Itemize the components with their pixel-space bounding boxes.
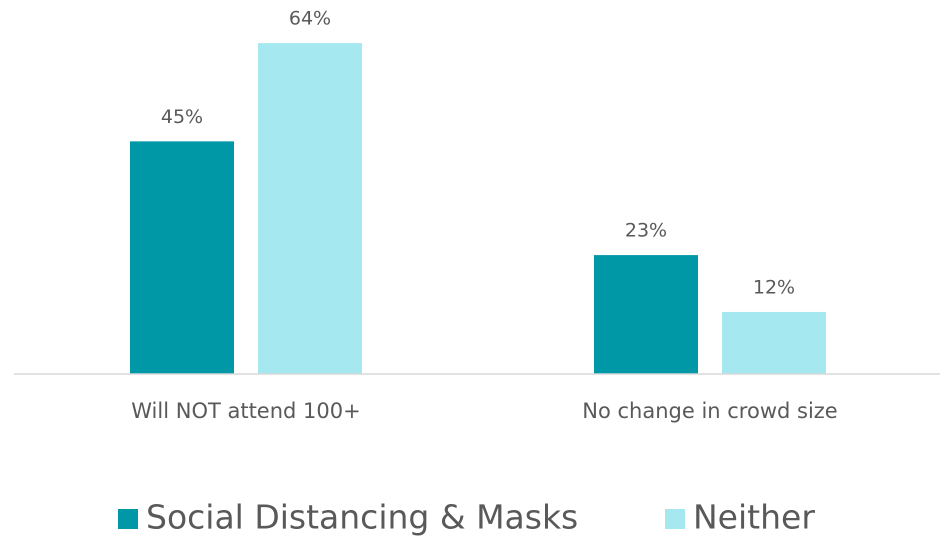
data-label: 12%	[753, 276, 795, 298]
legend-label: Neither	[693, 498, 815, 537]
legend-label: Social Distancing & Masks	[146, 498, 578, 537]
data-label: 23%	[625, 220, 667, 242]
x-tick-label: Will NOT attend 100+	[131, 399, 360, 423]
bar	[258, 43, 362, 375]
legend-swatch	[118, 509, 138, 529]
bar	[594, 255, 698, 374]
data-label: 64%	[289, 8, 331, 30]
bar	[130, 141, 234, 374]
legend-swatch	[665, 509, 685, 529]
data-label: 45%	[161, 106, 203, 128]
x-tick-label: No change in crowd size	[582, 399, 837, 423]
bar	[722, 311, 826, 374]
